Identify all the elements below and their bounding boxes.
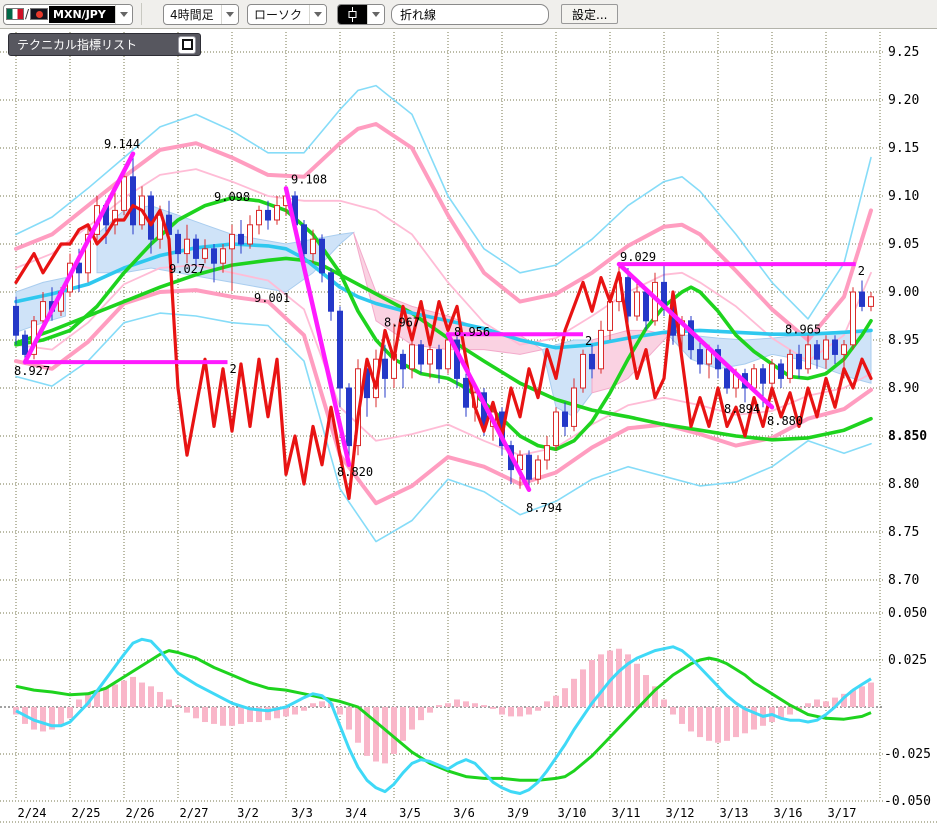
red-indicator-layer [14, 204, 873, 500]
japan-flag-icon [30, 8, 49, 20]
swing-price-label: 8.965 [785, 323, 821, 337]
macd-layer [13, 637, 874, 795]
timeframe-label: 4時間足 [170, 7, 214, 22]
macd-axis-label: 0.050 [888, 606, 927, 621]
date-axis-label: 2/24 [18, 806, 47, 820]
band-layer [14, 84, 873, 543]
macd-axis-label: -0.050 [884, 794, 931, 809]
price-axis-label: 9.15 [888, 141, 919, 156]
date-axis-label: 3/6 [453, 806, 475, 820]
restore-square-icon [181, 39, 193, 50]
swing-price-label: 8.894 [724, 402, 760, 416]
swing-price-label: 9.027 [169, 262, 205, 276]
date-axis-label: 3/17 [828, 806, 857, 820]
toolbar-divider [141, 3, 142, 25]
swing-price-label: 9.029 [620, 250, 656, 264]
ray-label: 2 [230, 362, 237, 376]
date-axis-label: 3/2 [237, 806, 259, 820]
date-axis-label: 3/11 [612, 806, 641, 820]
ray-label: 2 [858, 264, 865, 278]
date-axis-label: 3/4 [345, 806, 367, 820]
date-axis-label: 2/27 [180, 806, 209, 820]
ray-label: 2 [585, 334, 592, 348]
price-axis-label: 9.25 [888, 45, 919, 60]
flag-separator: / [25, 7, 30, 21]
timeframe-select[interactable]: 4時間足 [163, 3, 239, 25]
price-axis-label: 8.90 [888, 381, 919, 396]
toolbar: / MXN/JPY 4時間足 ローソク 設定... [0, 0, 937, 29]
swing-price-label: 8.820 [337, 465, 373, 479]
swing-price-label: 8.880 [767, 414, 803, 428]
mexico-flag-icon [6, 8, 24, 20]
white-candle-icon [338, 4, 367, 24]
price-axis-label: 8.80 [888, 477, 919, 492]
macd-axis-label: 0.025 [888, 653, 927, 668]
chevron-down-icon[interactable] [221, 4, 238, 24]
price-axis-label: 8.70 [888, 573, 919, 588]
price-axis-label: 9.10 [888, 189, 919, 204]
price-axis-label: 9.20 [888, 93, 919, 108]
settings-button[interactable]: 設定... [561, 4, 619, 24]
swing-price-label: 8.794 [526, 501, 562, 515]
date-axis-label: 3/5 [399, 806, 421, 820]
date-axis-label: 2/26 [126, 806, 155, 820]
price-axis-label: 9.00 [888, 285, 919, 300]
chevron-down-icon[interactable] [115, 4, 132, 24]
swing-price-label: 8.927 [14, 364, 50, 378]
date-axis-label: 2/25 [72, 806, 101, 820]
chevron-down-icon[interactable] [367, 4, 384, 24]
pair-label: MXN/JPY [49, 5, 115, 23]
chevron-down-icon[interactable] [309, 4, 326, 24]
price-axis-label: 8.850 [888, 429, 927, 444]
swing-price-label: 8.956 [454, 325, 490, 339]
currency-pair-select[interactable]: / MXN/JPY [3, 3, 133, 25]
pink-cloud [591, 329, 670, 394]
date-axis-label: 3/9 [507, 806, 529, 820]
candle-color-select[interactable] [337, 3, 385, 25]
date-axis-label: 3/10 [558, 806, 587, 820]
date-axis-label: 3/13 [720, 806, 749, 820]
date-axis-label: 3/3 [291, 806, 313, 820]
candlestick-layer [13, 153, 874, 490]
technical-indicator-list-panel[interactable]: テクニカル指標リスト [8, 33, 201, 56]
price-axis-label: 9.05 [888, 237, 919, 252]
swing-price-label: 9.144 [104, 137, 140, 151]
date-axis-label: 3/12 [666, 806, 695, 820]
swing-price-label: 9.098 [214, 190, 250, 204]
price-axis-label: 8.95 [888, 333, 919, 348]
price-axis-label: 8.75 [888, 525, 919, 540]
panel-restore-button[interactable] [178, 35, 196, 54]
chart-type-label: ローソク [254, 7, 303, 22]
panel-title: テクニカル指標リスト [17, 38, 138, 52]
macd-axis-label: -0.025 [884, 747, 931, 762]
date-axis-label: 3/16 [774, 806, 803, 820]
chart-type-select[interactable]: ローソク [247, 3, 327, 25]
swing-price-label: 8.967 [384, 316, 420, 330]
zigzag-layer: 2 2 2 [22, 151, 865, 493]
swing-price-label: 9.001 [254, 291, 290, 305]
line-style-input[interactable] [391, 3, 549, 25]
swing-price-label: 9.108 [291, 172, 327, 186]
annotation-layer: 8.927 9.144 9.098 9.108 9.027 9.001 8.820 8.967… [14, 137, 821, 515]
